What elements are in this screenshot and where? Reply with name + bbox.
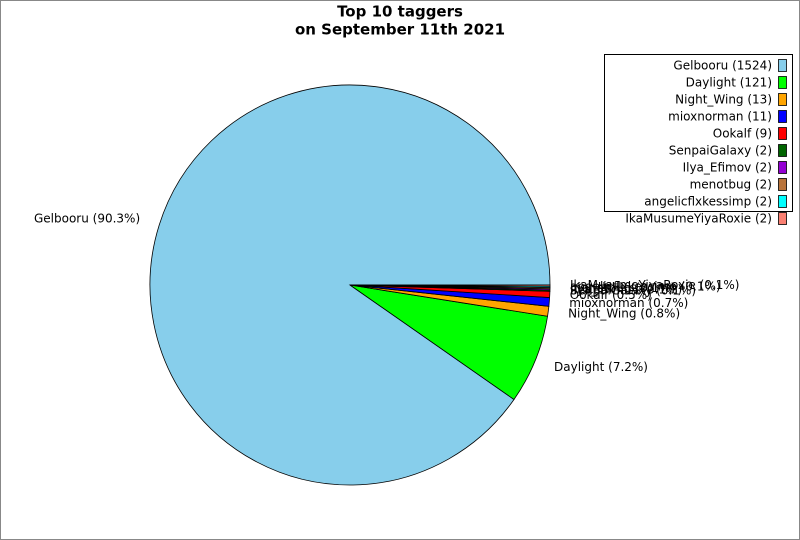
legend-label: Night_Wing (13): [675, 93, 772, 107]
legend-label: Ilya_Efimov (2): [683, 161, 772, 175]
slice-label: Ookalf (0.5%): [570, 288, 652, 302]
legend-label: mioxnorman (11): [668, 110, 772, 124]
slice-label: SenpaiGalaxy (0.1%): [570, 284, 696, 298]
legend-label: menotbug (2): [690, 178, 772, 192]
legend-label: SenpaiGalaxy (2): [669, 144, 772, 158]
pie-slice: [349, 284, 551, 287]
slice-label: Ilya_Efimov (0.1%): [570, 282, 682, 296]
slice-label: mioxnorman (0.7%): [569, 296, 688, 310]
chart-title: on September 11th 2021: [295, 21, 505, 39]
legend-label: IkaMusumeYiyaRoxie (2): [625, 212, 772, 226]
legend-swatch: [778, 161, 787, 174]
slice-label: angelicflxkessimp (0.1%): [570, 280, 721, 294]
legend-swatch: [778, 110, 787, 123]
legend-label: Daylight (121): [686, 76, 772, 90]
legend-swatch: [778, 144, 787, 157]
legend-swatch: [778, 59, 787, 72]
legend-swatch: [778, 76, 787, 89]
legend-label: Ookalf (9): [713, 127, 772, 141]
legend-label: angelicflxkessimp (2): [644, 195, 772, 209]
chart-title: Top 10 taggers: [337, 3, 463, 21]
legend-swatch: [778, 93, 787, 106]
legend-box: [604, 54, 793, 212]
legend-swatch: [778, 127, 787, 140]
legend-label: Gelbooru (1524): [673, 59, 772, 73]
slice-label: IkaMusumeYiyaRoxie (0.1%): [570, 278, 739, 292]
legend-swatch: [778, 178, 787, 191]
legend-swatch: [778, 195, 787, 208]
slice-label: Night_Wing (0.8%): [568, 306, 680, 320]
slice-label: menotbug (0.1%): [570, 281, 675, 295]
slice-label: Daylight (7.2%): [554, 360, 648, 374]
legend-swatch: [778, 212, 787, 225]
slice-label: Gelbooru (90.3%): [34, 211, 140, 225]
